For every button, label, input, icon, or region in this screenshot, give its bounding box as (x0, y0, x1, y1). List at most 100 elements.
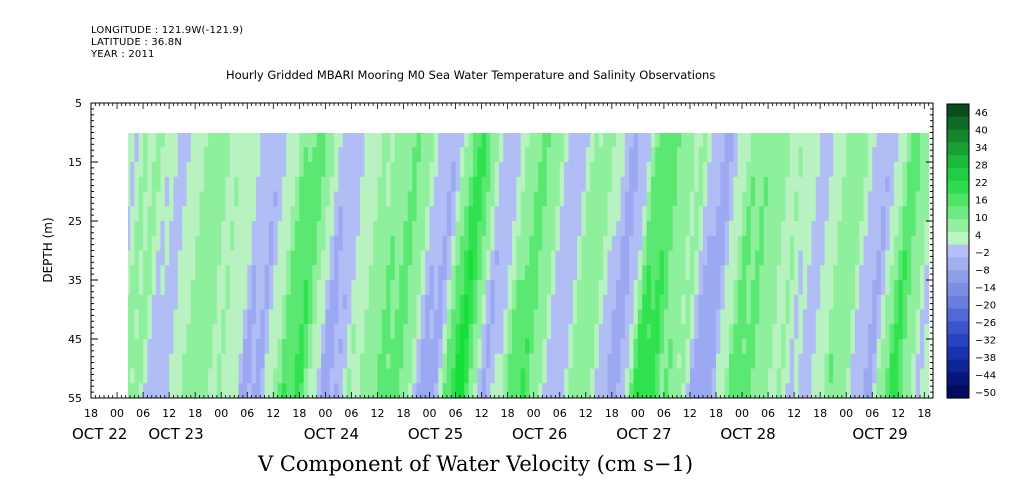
heatmap-cell (277, 250, 283, 266)
heatmap-cell (316, 309, 322, 325)
heatmap-cell (242, 221, 248, 237)
heatmap-cell (134, 133, 140, 148)
heatmap-cell (781, 162, 787, 178)
heatmap-cell (702, 206, 708, 222)
heatmap-cell (633, 324, 639, 340)
heatmap-cell (390, 353, 396, 370)
heatmap-cell (616, 133, 622, 148)
heatmap-cell (221, 353, 227, 370)
heatmap-cell (364, 147, 370, 163)
heatmap-cell (451, 221, 457, 237)
heatmap-cell (390, 206, 396, 222)
heatmap-cell (268, 147, 274, 163)
heatmap-cell (811, 206, 817, 222)
heatmap-cell (898, 221, 904, 237)
heatmap-cell (303, 250, 309, 266)
heatmap-cell (889, 265, 895, 281)
heatmap-cell (702, 294, 708, 311)
heatmap-cell (520, 280, 526, 296)
heatmap-cell (338, 250, 344, 266)
heatmap-cell (742, 206, 747, 222)
heatmap-cell (147, 147, 153, 163)
heatmap-cell (208, 265, 214, 281)
heatmap-cell (342, 206, 348, 222)
heatmap-cell (386, 250, 392, 266)
heatmap-cell (273, 191, 279, 207)
heatmap-cell (264, 133, 270, 148)
heatmap-cell (590, 221, 596, 237)
heatmap-cell (637, 280, 643, 296)
heatmap-cell (399, 235, 405, 252)
heatmap-cell (867, 324, 873, 340)
heatmap-cell (429, 221, 435, 237)
heatmap-cell (143, 162, 149, 178)
heatmap-cell (377, 147, 383, 163)
heatmap-cell (702, 235, 708, 252)
heatmap-cell (216, 294, 222, 311)
heatmap-cell (568, 309, 574, 325)
heatmap-cell (828, 162, 834, 178)
heatmap-cell (303, 147, 309, 163)
colorbar-label: 28 (975, 161, 988, 172)
heatmap-cell (485, 339, 491, 355)
heatmap-cell (698, 280, 704, 296)
heatmap-cell (507, 147, 513, 163)
heatmap-cell (663, 368, 669, 384)
heatmap-cell (815, 353, 821, 370)
heatmap-cell (403, 339, 409, 355)
heatmap-cell (620, 265, 626, 281)
heatmap-cell (260, 368, 266, 384)
heatmap-cell (355, 265, 361, 281)
heatmap-cell (546, 176, 552, 193)
heatmap-cell (182, 133, 188, 148)
heatmap-cell (134, 250, 140, 266)
heatmap-cell (702, 133, 708, 148)
heatmap-cell (485, 309, 491, 325)
heatmap-cell (156, 221, 162, 237)
heatmap-cell (911, 147, 917, 163)
heatmap-cell (850, 353, 856, 370)
heatmap-cell (607, 235, 613, 252)
heatmap-cell (681, 235, 687, 252)
heatmap-cell (321, 324, 326, 340)
heatmap-cell (503, 339, 509, 355)
heatmap-cell (472, 133, 478, 148)
heatmap-cell (902, 353, 908, 370)
heatmap-cell (520, 235, 526, 252)
heatmap-cell (238, 294, 244, 311)
heatmap-cell (646, 221, 652, 237)
heatmap-cell (403, 383, 409, 398)
colorbar-label: 16 (975, 196, 988, 207)
heatmap-cell (303, 191, 309, 207)
heatmap-cell (377, 324, 383, 340)
x-tick-label: 00 (527, 407, 541, 420)
heatmap-cell (190, 368, 196, 384)
heatmap-cell (442, 309, 448, 325)
heatmap-cell (733, 147, 739, 163)
heatmap-cell (459, 162, 465, 178)
heatmap-cell (312, 294, 318, 311)
heatmap-cell (321, 191, 326, 207)
heatmap-cell (147, 383, 153, 398)
heatmap-cell (559, 353, 565, 370)
heatmap-cell (186, 383, 192, 398)
heatmap-cell (377, 265, 383, 281)
heatmap-cell (598, 383, 604, 398)
heatmap-cell (294, 206, 300, 222)
heatmap-cell (798, 368, 804, 384)
heatmap-cell (629, 353, 635, 370)
heatmap-cell (255, 147, 261, 163)
heatmap-cell (768, 235, 774, 252)
heatmap-cell (820, 176, 826, 193)
heatmap-cell (633, 250, 639, 266)
heatmap-cell (355, 309, 361, 325)
heatmap-cell (581, 250, 587, 266)
heatmap-cell (590, 265, 596, 281)
heatmap-cell (464, 353, 470, 370)
x-tick-label: 00 (423, 407, 437, 420)
heatmap-cell (429, 294, 435, 311)
x-tick-label: 06 (761, 407, 775, 420)
heatmap-cell (681, 353, 687, 370)
heatmap-cell (850, 147, 856, 163)
heatmap-cell (646, 235, 652, 252)
